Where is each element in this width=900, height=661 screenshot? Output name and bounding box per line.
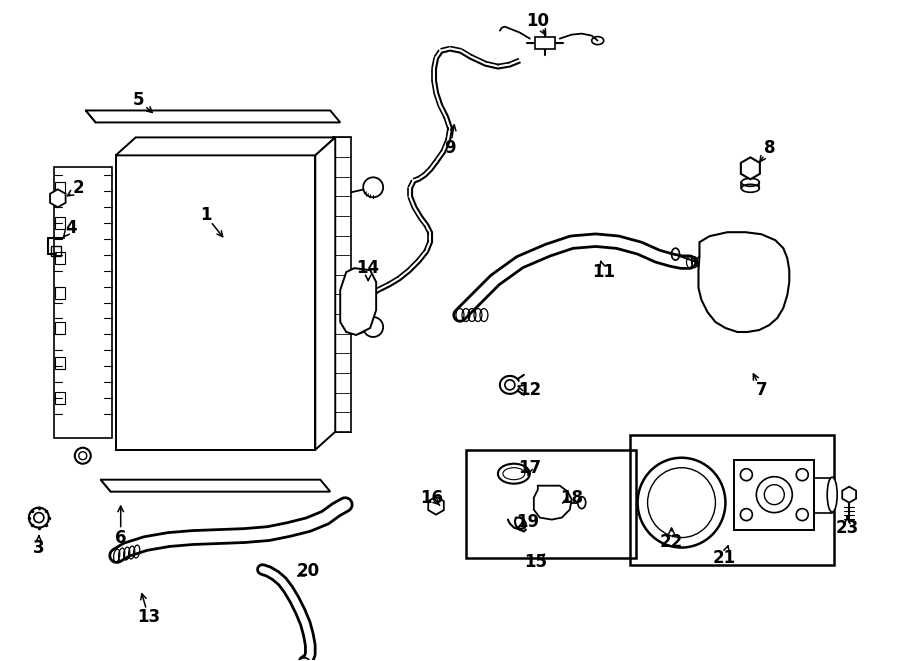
Ellipse shape — [827, 477, 837, 512]
Polygon shape — [698, 232, 789, 332]
Circle shape — [342, 306, 370, 334]
Ellipse shape — [498, 464, 530, 484]
Circle shape — [79, 451, 86, 460]
Text: 10: 10 — [526, 12, 549, 30]
Bar — [333, 137, 351, 432]
Bar — [123, 163, 307, 442]
Ellipse shape — [742, 178, 760, 186]
Bar — [55, 252, 65, 264]
Bar — [50, 246, 61, 256]
Polygon shape — [116, 137, 335, 155]
Bar — [630, 435, 834, 564]
Polygon shape — [116, 155, 315, 449]
Text: 9: 9 — [445, 139, 455, 157]
Bar — [54, 167, 112, 438]
Bar — [55, 217, 65, 229]
Text: 2: 2 — [73, 179, 85, 197]
Text: 8: 8 — [763, 139, 775, 157]
Text: 7: 7 — [755, 381, 767, 399]
Text: 20: 20 — [297, 563, 320, 580]
Polygon shape — [315, 137, 335, 449]
Bar — [814, 478, 832, 513]
Text: 21: 21 — [713, 549, 736, 566]
Text: 4: 4 — [65, 219, 76, 237]
Bar — [55, 182, 65, 194]
Text: 13: 13 — [137, 608, 160, 627]
Polygon shape — [534, 486, 572, 520]
Polygon shape — [428, 496, 444, 515]
Ellipse shape — [578, 496, 586, 508]
Text: 18: 18 — [560, 488, 583, 506]
Text: 19: 19 — [517, 512, 539, 531]
Polygon shape — [741, 157, 760, 179]
Bar — [55, 357, 65, 369]
Text: 17: 17 — [518, 459, 542, 477]
Bar — [466, 449, 635, 557]
Bar — [55, 287, 65, 299]
Circle shape — [364, 317, 383, 337]
Text: 22: 22 — [660, 533, 683, 551]
Polygon shape — [101, 480, 330, 492]
Bar — [55, 392, 65, 404]
Text: 15: 15 — [525, 553, 547, 570]
Circle shape — [34, 513, 44, 523]
Polygon shape — [50, 189, 66, 208]
Polygon shape — [86, 110, 340, 122]
Text: 14: 14 — [356, 259, 380, 277]
Ellipse shape — [300, 658, 310, 661]
Text: 6: 6 — [115, 529, 126, 547]
Circle shape — [364, 177, 383, 197]
Polygon shape — [842, 486, 856, 502]
Text: 1: 1 — [200, 206, 212, 224]
Text: 5: 5 — [133, 91, 144, 110]
Text: 11: 11 — [592, 263, 616, 281]
Bar — [535, 36, 554, 49]
Bar — [55, 322, 65, 334]
Text: 16: 16 — [420, 488, 444, 506]
Circle shape — [29, 508, 49, 527]
Polygon shape — [340, 268, 376, 335]
Text: 23: 23 — [835, 519, 859, 537]
Bar — [734, 460, 814, 529]
Text: 12: 12 — [518, 381, 542, 399]
Text: 3: 3 — [33, 539, 45, 557]
Ellipse shape — [637, 457, 725, 547]
Circle shape — [75, 447, 91, 464]
